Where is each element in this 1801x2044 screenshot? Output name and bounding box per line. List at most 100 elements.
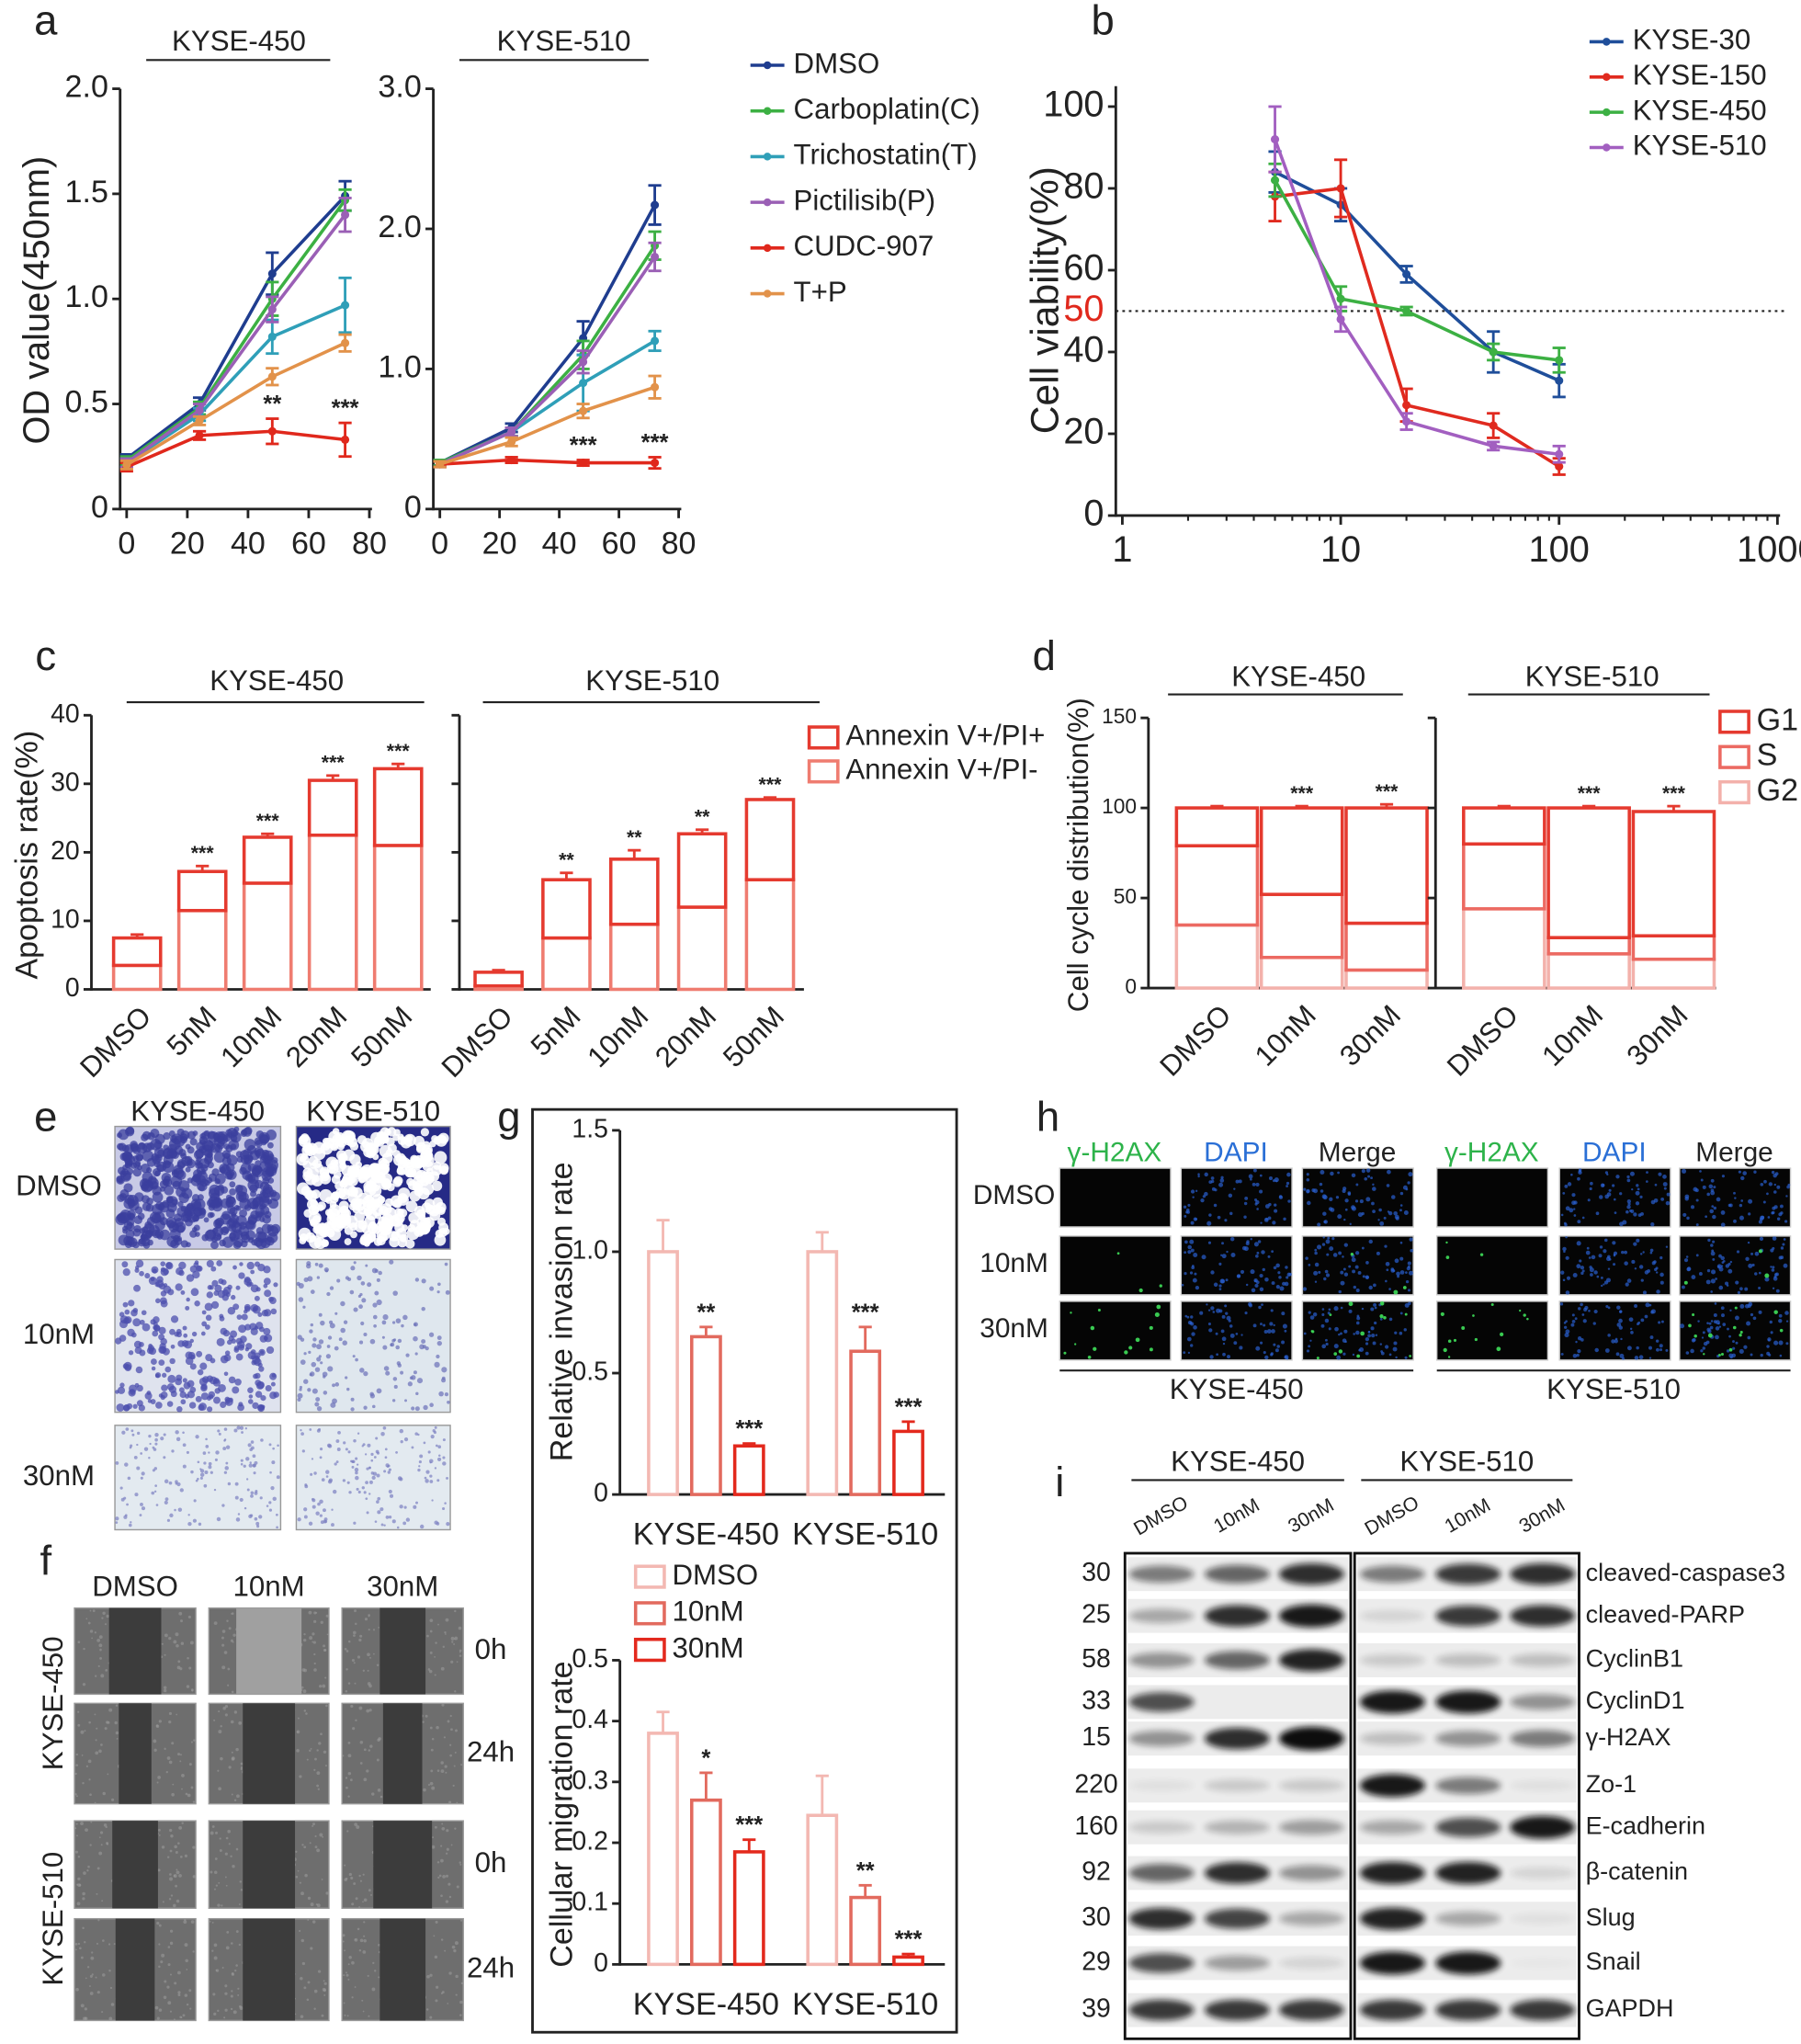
cell [323, 1508, 326, 1513]
texture [299, 1929, 301, 1933]
point [507, 427, 516, 437]
texture [318, 1685, 323, 1688]
band [1359, 1820, 1425, 1835]
texture [446, 1829, 449, 1833]
nucleus [1407, 1289, 1410, 1292]
texture [344, 2014, 346, 2016]
texture [347, 1795, 350, 1798]
nucleus [1267, 1255, 1271, 1258]
nucleus [1593, 1270, 1598, 1275]
texture [84, 2007, 88, 2011]
cell [182, 1325, 187, 1331]
cell [314, 1402, 320, 1407]
nucleus [1395, 1356, 1398, 1359]
nucleus [1372, 1187, 1376, 1191]
nucleus [1286, 1357, 1289, 1360]
texture [78, 1883, 82, 1887]
foci [1718, 1353, 1721, 1357]
cell [381, 1179, 391, 1188]
y-tick-label: 0 [91, 490, 108, 525]
cell [349, 1222, 358, 1232]
nucleus [1260, 1341, 1263, 1345]
nucleus [1779, 1354, 1783, 1357]
nucleus [1619, 1353, 1625, 1358]
texture [240, 1762, 244, 1766]
cell [254, 1460, 258, 1465]
texture [426, 1974, 430, 1979]
nucleus [1773, 1190, 1777, 1194]
nucleus [1690, 1348, 1694, 1354]
nucleus [1720, 1255, 1725, 1261]
cell [193, 1499, 197, 1503]
texture [316, 1749, 319, 1752]
cell [133, 1455, 138, 1459]
legend-label: KYSE-510 [1633, 130, 1767, 162]
nucleus [1379, 1318, 1383, 1321]
significance: *** [387, 740, 411, 762]
cell [413, 1370, 417, 1375]
texture [300, 1976, 303, 1981]
texture [114, 1720, 118, 1725]
foci [1087, 1355, 1092, 1359]
nucleus [1699, 1170, 1702, 1173]
cell [165, 1262, 173, 1269]
nucleus [1565, 1329, 1570, 1334]
texture [175, 1884, 178, 1888]
cell [357, 1294, 362, 1298]
wound-gap [108, 1607, 162, 1695]
cell [213, 1396, 221, 1404]
legend-swatch [1718, 779, 1750, 805]
nucleus [1635, 1190, 1640, 1196]
cell [121, 1430, 126, 1435]
cell [126, 1126, 135, 1135]
cell [360, 1281, 366, 1286]
cell [116, 1175, 125, 1185]
nucleus [1340, 1332, 1342, 1335]
texture [224, 1876, 227, 1879]
cell [435, 1229, 444, 1238]
cell [160, 1391, 168, 1399]
cell [245, 1457, 250, 1461]
nucleus [1343, 1218, 1346, 1221]
nucleus [1257, 1240, 1262, 1243]
texture [354, 1609, 357, 1613]
legend-marker [1603, 38, 1611, 46]
nucleus [1576, 1241, 1581, 1246]
nucleus [1193, 1217, 1197, 1221]
bar-segment [1259, 955, 1344, 990]
foci [1440, 1312, 1444, 1316]
cell [367, 1443, 371, 1448]
texture [440, 1938, 444, 1941]
cell [233, 1347, 240, 1353]
texture [442, 1645, 445, 1648]
texture [221, 1904, 223, 1907]
nucleus [1407, 1181, 1410, 1185]
cell [426, 1167, 434, 1175]
texture [97, 1919, 100, 1922]
cell [334, 1312, 338, 1315]
cell [180, 1290, 186, 1295]
texture [161, 1953, 165, 1958]
nucleus [1734, 1315, 1739, 1321]
texture [102, 1973, 106, 1977]
cell [199, 1362, 208, 1370]
nucleus [1595, 1211, 1600, 1216]
cell [399, 1428, 404, 1434]
nucleus [1707, 1238, 1711, 1243]
nucleus [1219, 1278, 1225, 1284]
cell [332, 1383, 335, 1388]
channel-label: DAPI [1582, 1137, 1647, 1167]
nucleus [1740, 1175, 1745, 1181]
texture [231, 1612, 234, 1615]
texture [358, 1905, 360, 1908]
nucleus [1361, 1169, 1365, 1174]
texture [192, 1845, 196, 1849]
cell [151, 1491, 155, 1495]
cell [439, 1165, 449, 1175]
nucleus [1640, 1318, 1645, 1323]
cell [401, 1323, 404, 1328]
bar-segment [1462, 806, 1546, 846]
nucleus [1565, 1235, 1568, 1239]
texture [84, 2016, 88, 2021]
texture [440, 1769, 445, 1774]
